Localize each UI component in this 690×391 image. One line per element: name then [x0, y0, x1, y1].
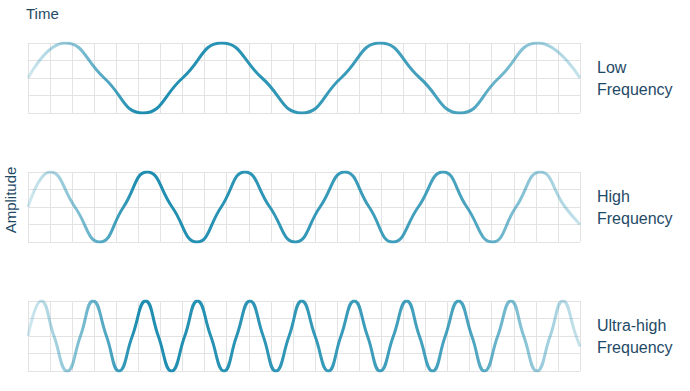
svg-text:Time: Time [26, 5, 59, 22]
svg-text:Ultra-high: Ultra-high [597, 317, 671, 334]
svg-text:Frequency: Frequency [597, 210, 673, 227]
svg-text:Amplitude: Amplitude [2, 167, 19, 234]
svg-text:Frequency: Frequency [597, 339, 673, 356]
svg-text:Low: Low [597, 59, 631, 76]
svg-text:Frequency: Frequency [597, 81, 673, 98]
svg-text:High: High [597, 188, 634, 205]
